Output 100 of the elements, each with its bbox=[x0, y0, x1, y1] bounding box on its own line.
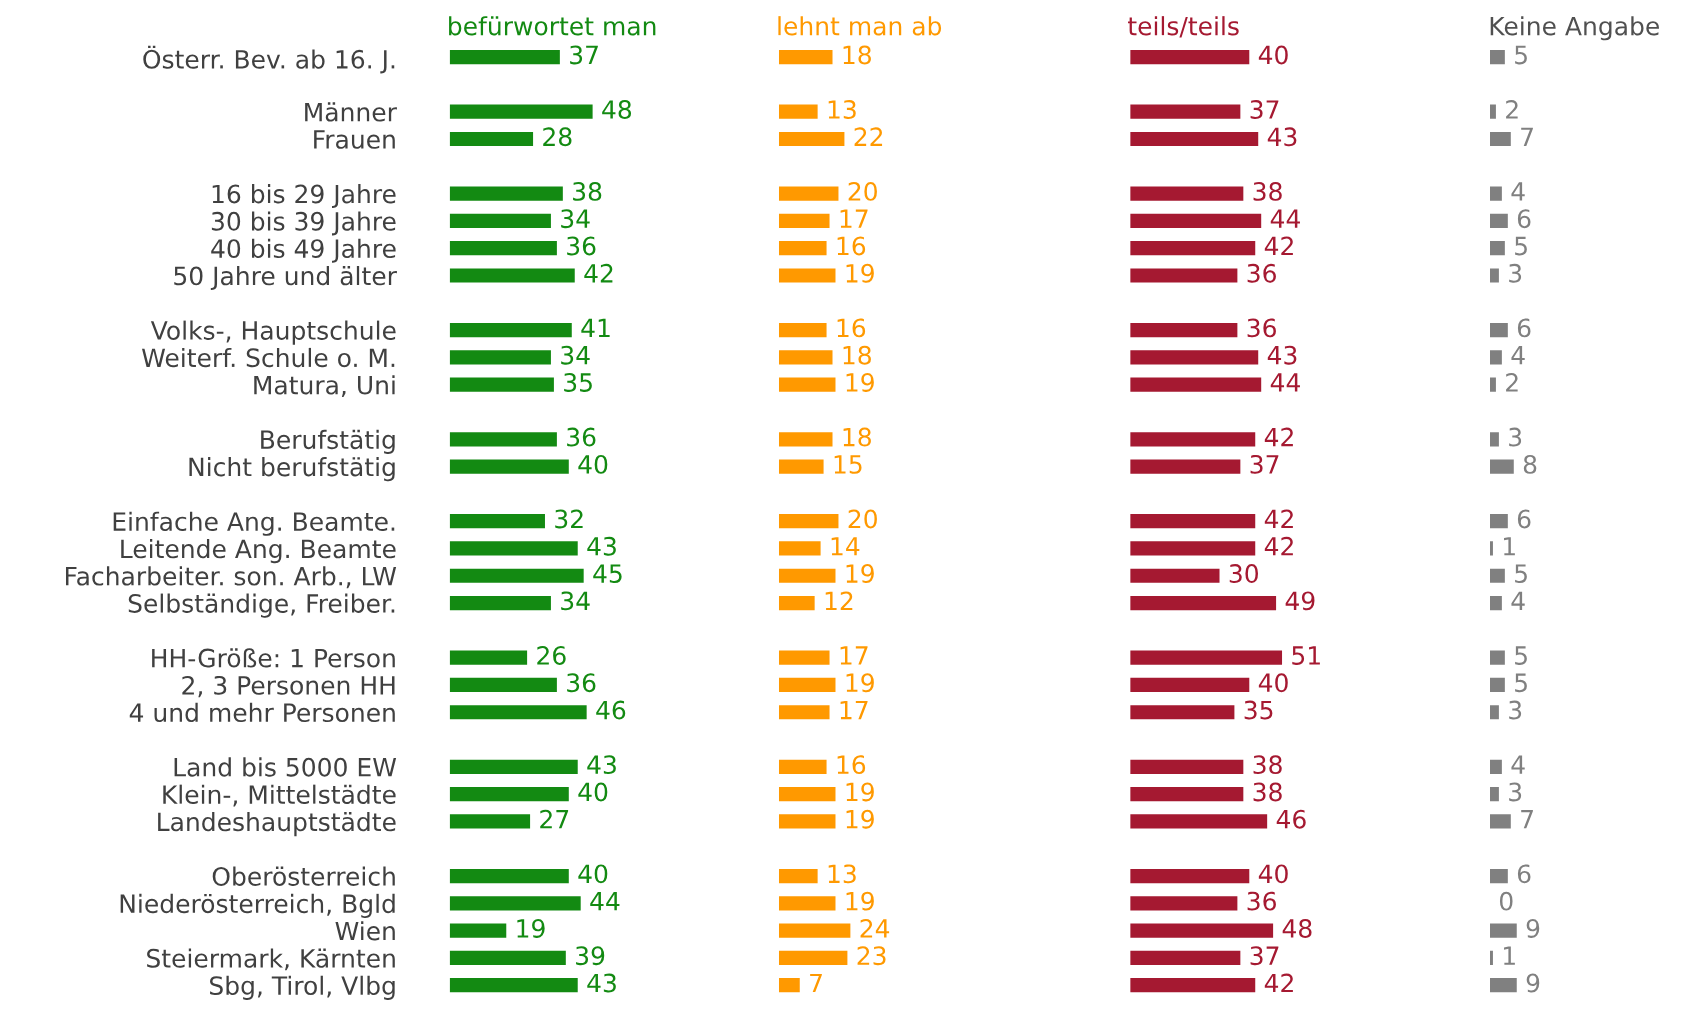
data-label: 5 bbox=[1515, 45, 1527, 65]
y-tick-label: Wien bbox=[335, 921, 395, 941]
y-tick-label: Oberösterreich bbox=[212, 866, 395, 886]
y-tick-label: Weiterf. Schule o. M. bbox=[142, 347, 395, 368]
bar bbox=[1130, 705, 1235, 720]
bar bbox=[778, 432, 833, 447]
bar bbox=[1489, 759, 1502, 774]
data-label: 49 bbox=[1285, 591, 1315, 611]
bar bbox=[1489, 814, 1511, 829]
data-label: 43 bbox=[1267, 345, 1297, 365]
bar bbox=[778, 677, 836, 693]
data-label: 35 bbox=[564, 373, 592, 392]
bar bbox=[449, 459, 569, 474]
bar bbox=[1489, 950, 1493, 966]
data-label: 42 bbox=[1264, 509, 1293, 529]
bar bbox=[1130, 568, 1220, 583]
bar bbox=[1130, 50, 1250, 65]
bar bbox=[1489, 350, 1502, 365]
bar bbox=[449, 759, 578, 774]
data-label: 43 bbox=[587, 755, 616, 775]
data-label: 5 bbox=[1515, 673, 1527, 693]
data-label: 6 bbox=[1517, 864, 1531, 884]
data-label: 4 bbox=[1511, 182, 1525, 201]
y-tick-label: 2, 3 Personen HH bbox=[182, 675, 395, 698]
bar bbox=[449, 322, 572, 338]
data-label: 40 bbox=[1258, 45, 1288, 65]
data-label: 13 bbox=[828, 864, 856, 884]
data-label: 1 bbox=[1504, 946, 1515, 965]
data-label: 23 bbox=[857, 946, 886, 966]
data-label: 19 bbox=[846, 263, 874, 283]
data-label: 36 bbox=[1247, 263, 1276, 283]
bar bbox=[449, 814, 531, 829]
bar bbox=[1130, 787, 1244, 802]
bar bbox=[778, 514, 839, 529]
bar bbox=[1489, 787, 1499, 802]
bar bbox=[1489, 131, 1511, 147]
bar bbox=[449, 978, 578, 993]
data-label: 19 bbox=[846, 673, 874, 693]
bar bbox=[778, 541, 821, 556]
bar bbox=[449, 868, 569, 884]
bar bbox=[778, 787, 836, 802]
data-label: 9 bbox=[1526, 918, 1540, 938]
y-tick-label: Berufstätig bbox=[261, 429, 395, 454]
bar bbox=[1489, 705, 1499, 720]
bar bbox=[778, 950, 848, 966]
data-label: 44 bbox=[1270, 373, 1300, 392]
bar bbox=[778, 50, 833, 65]
data-label: 39 bbox=[576, 946, 605, 966]
data-label: 7 bbox=[1521, 127, 1533, 146]
bar bbox=[1130, 814, 1268, 829]
bar bbox=[449, 268, 575, 283]
data-label: 17 bbox=[840, 646, 868, 665]
bar bbox=[449, 923, 507, 938]
data-label: 7 bbox=[1521, 810, 1533, 829]
y-tick-label: HH-Größe: 1 Person bbox=[152, 648, 395, 668]
data-label: 17 bbox=[840, 700, 868, 720]
bar bbox=[778, 131, 845, 147]
data-label: 40 bbox=[578, 782, 608, 802]
data-label: 4 bbox=[1511, 346, 1525, 365]
data-label: 41 bbox=[581, 318, 610, 337]
bar bbox=[1130, 978, 1256, 993]
data-label: 38 bbox=[1253, 181, 1282, 201]
bar bbox=[1130, 650, 1283, 665]
bar bbox=[1489, 677, 1505, 693]
bar bbox=[778, 759, 827, 774]
bar bbox=[1130, 950, 1241, 966]
bar bbox=[778, 705, 830, 720]
bar bbox=[778, 186, 839, 201]
bar bbox=[1489, 186, 1502, 201]
bar bbox=[778, 978, 800, 993]
bar bbox=[449, 514, 545, 529]
data-label: 36 bbox=[567, 427, 596, 447]
data-label: 4 bbox=[1511, 591, 1525, 610]
bar bbox=[1489, 459, 1514, 474]
y-tick-label: 16 bis 29 Jahre bbox=[212, 184, 396, 209]
bar bbox=[1489, 322, 1508, 338]
data-label: 43 bbox=[587, 536, 616, 556]
y-tick-label: Klein-, Mittelstädte bbox=[163, 784, 396, 807]
bar bbox=[1489, 514, 1508, 529]
bar bbox=[778, 350, 833, 365]
data-label: 34 bbox=[561, 345, 590, 365]
data-label: 7 bbox=[810, 973, 822, 993]
bar bbox=[449, 377, 554, 392]
bar bbox=[1489, 268, 1499, 283]
data-label: 34 bbox=[561, 209, 590, 229]
data-label: 38 bbox=[1253, 782, 1282, 802]
bar bbox=[1489, 50, 1505, 65]
bar bbox=[778, 377, 836, 392]
data-label: 6 bbox=[1517, 209, 1531, 229]
bar bbox=[1130, 350, 1259, 365]
y-tick-label: Leitende Ang. Beamte bbox=[121, 538, 396, 564]
y-tick-label: 40 bis 49 Jahre bbox=[211, 238, 396, 263]
data-label: 44 bbox=[1270, 209, 1300, 228]
data-label: 16 bbox=[837, 755, 866, 775]
bar bbox=[778, 241, 827, 256]
bar bbox=[1489, 650, 1505, 665]
data-label: 30 bbox=[1229, 564, 1258, 584]
bar bbox=[449, 186, 563, 201]
bar bbox=[1489, 868, 1508, 884]
y-tick-label: Matura, Uni bbox=[254, 375, 395, 398]
